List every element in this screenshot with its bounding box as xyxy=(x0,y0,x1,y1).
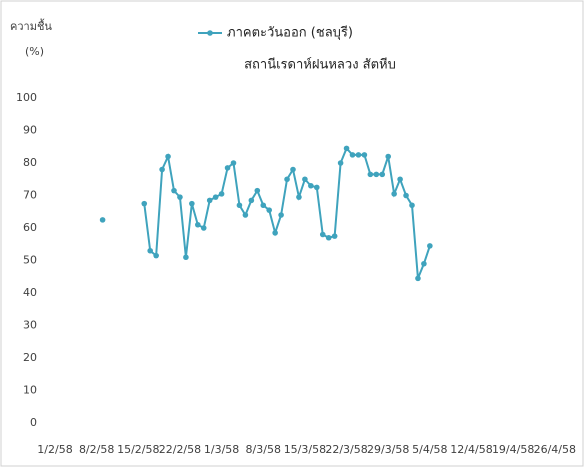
y-tick-label: 10 xyxy=(23,384,37,397)
y-tick-label: 30 xyxy=(23,319,37,332)
data-point xyxy=(189,200,195,207)
y-axis-label: ความชื้น xyxy=(10,18,52,33)
data-point xyxy=(147,247,153,254)
data-point xyxy=(248,197,255,204)
data-point xyxy=(260,202,267,209)
y-tick-label: 40 xyxy=(23,286,37,299)
data-point xyxy=(385,153,392,160)
x-tick-label: 15/3/58 xyxy=(284,443,326,456)
data-point xyxy=(165,153,171,160)
data-point xyxy=(367,171,374,178)
x-tick-label: 22/3/58 xyxy=(325,443,367,456)
data-point xyxy=(331,233,338,239)
data-point xyxy=(361,152,368,158)
data-point xyxy=(373,171,380,178)
data-point xyxy=(206,197,213,204)
x-tick-label: 8/3/58 xyxy=(246,443,281,456)
data-point xyxy=(296,194,302,200)
x-tick-label: 1/2/58 xyxy=(37,443,72,456)
data-point xyxy=(141,200,148,207)
data-point xyxy=(159,166,165,173)
y-axis-label: (%) xyxy=(25,45,44,58)
data-point xyxy=(427,243,433,249)
data-point xyxy=(409,202,415,209)
data-point xyxy=(171,187,177,194)
data-point xyxy=(379,171,386,178)
data-point xyxy=(421,260,427,267)
y-tick-label: 0 xyxy=(30,416,37,429)
x-tick-label: 22/2/58 xyxy=(159,443,201,456)
data-point xyxy=(349,152,356,158)
data-point xyxy=(391,191,397,197)
y-tick-label: 100 xyxy=(16,91,37,104)
data-point xyxy=(153,252,159,259)
data-point xyxy=(314,184,320,191)
data-point xyxy=(415,275,421,282)
data-point xyxy=(403,192,409,199)
y-tick-label: 80 xyxy=(23,156,37,169)
data-point xyxy=(236,202,243,209)
data-point xyxy=(230,160,237,166)
data-point xyxy=(272,230,278,236)
x-tick-label: 5/4/58 xyxy=(412,443,447,456)
data-point xyxy=(308,182,314,189)
data-point xyxy=(319,231,326,238)
data-point xyxy=(266,207,273,213)
x-tick-label: 15/2/58 xyxy=(117,443,159,456)
legend-marker xyxy=(207,30,213,36)
legend-label: ภาคตะวันออก (ชลบุรี) xyxy=(227,25,353,41)
data-point xyxy=(242,212,249,218)
data-point xyxy=(337,160,344,166)
data-point xyxy=(284,176,290,183)
data-point xyxy=(200,225,207,231)
x-tick-label: 8/2/58 xyxy=(79,443,114,456)
x-tick-label: 19/4/58 xyxy=(492,443,534,456)
y-tick-label: 60 xyxy=(23,221,37,234)
y-tick-label: 20 xyxy=(23,351,37,364)
data-point xyxy=(224,165,231,171)
data-point xyxy=(177,194,183,200)
x-tick-label: 26/4/58 xyxy=(534,443,576,456)
data-point xyxy=(343,145,350,152)
x-tick-label: 1/3/58 xyxy=(204,443,239,456)
data-point xyxy=(397,176,403,183)
data-point xyxy=(195,221,201,228)
data-point xyxy=(355,152,362,158)
data-point xyxy=(302,176,308,183)
data-point xyxy=(290,166,296,173)
x-tick-label: 29/3/58 xyxy=(367,443,409,456)
y-tick-label: 70 xyxy=(23,189,37,202)
data-point xyxy=(325,234,332,241)
y-tick-label: 90 xyxy=(23,124,37,137)
data-point xyxy=(99,217,106,223)
y-tick-label: 50 xyxy=(23,254,37,267)
data-point xyxy=(212,194,219,200)
data-point xyxy=(183,254,189,261)
data-point xyxy=(254,187,261,194)
data-point xyxy=(218,191,225,197)
chart-title: สถานีเรดาห์ฝนหลวง สัตหีบ xyxy=(244,57,396,73)
data-point xyxy=(278,212,284,218)
x-tick-label: 12/4/58 xyxy=(450,443,492,456)
